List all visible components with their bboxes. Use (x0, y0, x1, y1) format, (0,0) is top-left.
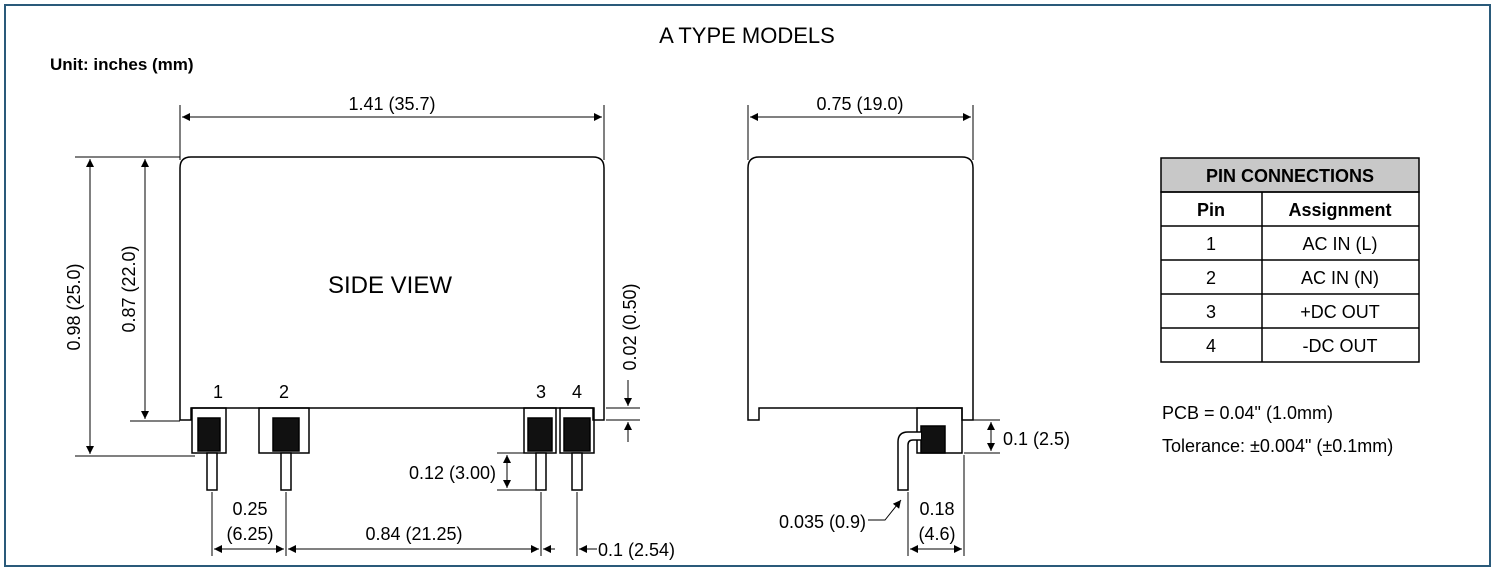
pin-length-dim: 0.12 (3.00) (409, 463, 496, 483)
end-view (747, 105, 1000, 556)
pin-table-row-2-pin: 2 (1206, 268, 1216, 288)
pcb-note: PCB = 0.04" (1.0mm) (1162, 403, 1333, 423)
pin-table-row-1-pin: 1 (1206, 234, 1216, 254)
drawing-title: A TYPE MODELS (659, 23, 835, 48)
pin-table-row-3-assignment: +DC OUT (1300, 302, 1380, 322)
pin-table-row-4-pin: 4 (1206, 336, 1216, 356)
standoff-dim: 0.02 (0.50) (620, 283, 640, 370)
pin-2-core (272, 417, 300, 452)
pin-spacing-12-a: 0.25 (232, 499, 267, 519)
end-pin-diameter-dim: 0.035 (0.9) (779, 512, 866, 532)
pin-table-row-3-pin: 3 (1206, 302, 1216, 322)
pin-spacing-12-b: (6.25) (226, 524, 273, 544)
side-width-dim: 1.41 (35.7) (348, 94, 435, 114)
pin-3-lead (535, 452, 547, 491)
end-pin-offset-a: 0.18 (919, 499, 954, 519)
pin-label-2: 2 (279, 382, 289, 402)
side-view (75, 105, 640, 556)
pin-connections-table (1160, 157, 1420, 363)
pin-table-row-4-assignment: -DC OUT (1303, 336, 1378, 356)
end-width-dim: 0.75 (19.0) (816, 94, 903, 114)
pin-table-header-pin: Pin (1197, 200, 1225, 220)
end-pin-height-dim: 0.1 (2.5) (1003, 429, 1070, 449)
end-pin-lead (897, 431, 921, 491)
pin-label-3: 3 (536, 382, 546, 402)
pin-table-title: PIN CONNECTIONS (1206, 166, 1374, 186)
pin-table-row-2-assignment: AC IN (N) (1301, 268, 1379, 288)
pin-4-lead (571, 452, 583, 491)
side-view-body (179, 156, 605, 421)
pin-table-row-1-assignment: AC IN (L) (1302, 234, 1377, 254)
pin-table-header-assignment: Assignment (1288, 200, 1391, 220)
pin-1-lead (206, 452, 218, 491)
pin-4-core (563, 417, 591, 452)
drawing-frame (4, 4, 1491, 567)
unit-label: Unit: inches (mm) (50, 55, 194, 74)
pin-diameter-leader (868, 499, 902, 521)
pin-label-1: 1 (213, 382, 223, 402)
pin-3-core (527, 417, 553, 452)
side-height-dim: 0.98 (25.0) (64, 263, 84, 350)
pin-label-4: 4 (572, 382, 582, 402)
pin-spacing-34-dim: 0.1 (2.54) (598, 540, 675, 560)
end-pin-core (920, 425, 946, 454)
side-body-height-dim: 0.87 (22.0) (119, 245, 139, 332)
tolerance-note: Tolerance: ±0.004" (±0.1mm) (1162, 436, 1393, 456)
end-view-body (747, 156, 974, 421)
pin-2-lead (280, 452, 292, 491)
pin-1-core (197, 417, 221, 452)
side-view-label: SIDE VIEW (328, 272, 452, 299)
pin-spacing-23-dim: 0.84 (21.25) (365, 524, 462, 544)
end-pin-offset-b: (4.6) (918, 524, 955, 544)
